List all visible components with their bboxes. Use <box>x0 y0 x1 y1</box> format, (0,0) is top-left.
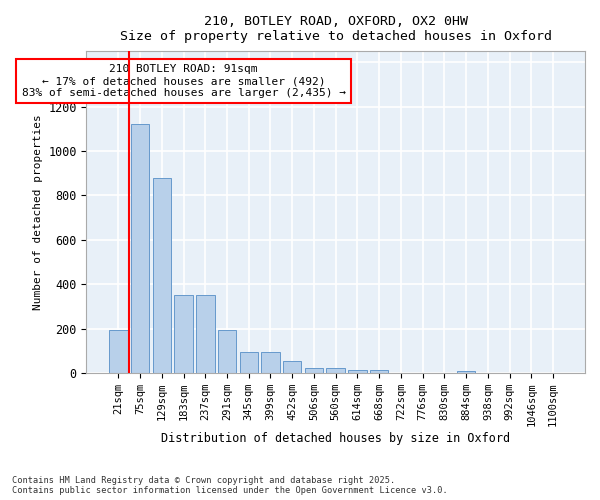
Y-axis label: Number of detached properties: Number of detached properties <box>32 114 43 310</box>
Bar <box>175 296 193 373</box>
Title: 210, BOTLEY ROAD, OXFORD, OX2 0HW
Size of property relative to detached houses i: 210, BOTLEY ROAD, OXFORD, OX2 0HW Size o… <box>120 15 552 43</box>
Text: Contains HM Land Registry data © Crown copyright and database right 2025.
Contai: Contains HM Land Registry data © Crown c… <box>12 476 448 495</box>
Bar <box>196 296 215 373</box>
Bar <box>305 368 323 373</box>
Bar <box>283 361 301 373</box>
Bar <box>131 124 149 373</box>
Bar <box>152 178 171 373</box>
Bar <box>239 352 258 373</box>
Bar <box>370 370 388 373</box>
Text: 210 BOTLEY ROAD: 91sqm
← 17% of detached houses are smaller (492)
83% of semi-de: 210 BOTLEY ROAD: 91sqm ← 17% of detached… <box>22 64 346 98</box>
Bar <box>326 368 345 373</box>
Bar <box>348 370 367 373</box>
Bar <box>218 330 236 373</box>
Bar <box>261 352 280 373</box>
X-axis label: Distribution of detached houses by size in Oxford: Distribution of detached houses by size … <box>161 432 510 445</box>
Bar <box>109 330 128 373</box>
Bar <box>457 371 475 373</box>
